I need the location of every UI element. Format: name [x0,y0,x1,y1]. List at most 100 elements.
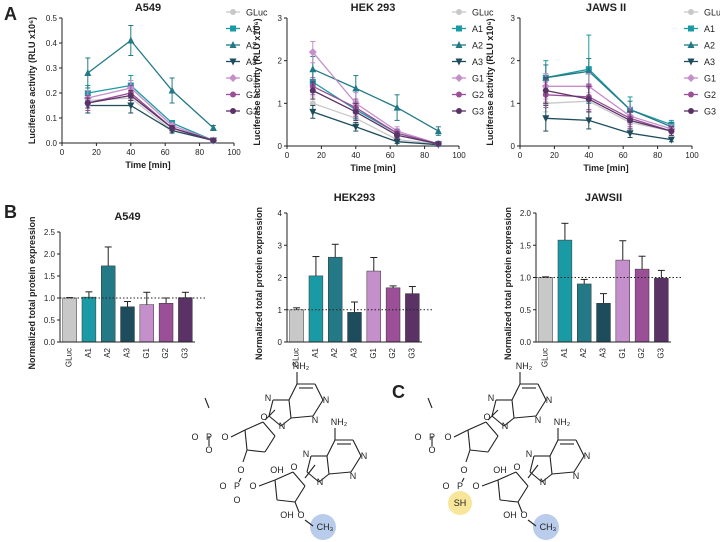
legend-label: A3 [704,57,715,67]
p-label: P [206,432,212,442]
legend-marker [455,58,463,66]
oh-label: OH [493,465,507,475]
o-label: O [444,432,451,442]
line-chart-0: A549 0.0 0.1 0.2 0.3 0.4 0.5 0 20 40 60 80 100 Time [… [27,2,268,170]
bond [465,449,471,463]
y-tick-label: 1 [511,99,516,108]
data-point [585,96,592,103]
data-point [626,130,634,138]
y-tick-label: 2 [278,274,283,283]
chart-title: JAWSII [585,192,622,204]
chart-title: JAWS II [586,2,626,14]
bar-A1 [308,275,324,343]
nh2-label: NH₂ [516,361,533,371]
bond [511,383,521,401]
bond [306,471,320,483]
p-label: P [457,481,463,491]
bar-G3 [178,297,193,343]
series-line [312,51,439,145]
bond [264,435,276,453]
bond [467,421,487,431]
legend-marker [456,9,462,15]
bond [427,397,433,409]
series-line [545,68,672,126]
series-G1: G1 [541,72,716,134]
category-label: A1 [560,347,569,357]
n-label: N [540,477,547,487]
y-tick-label: 0.0 [46,139,58,148]
category-label: A1 [84,347,93,357]
n-label: N [350,471,357,481]
bond [274,471,294,481]
o-label: O [297,510,304,520]
data-point [542,115,550,123]
n-label: N [323,395,330,405]
y-axis-label: Normalized total protein expression [503,207,513,360]
data-point [84,69,92,76]
legend-label: GLuc [704,8,720,18]
category-label: A3 [599,347,608,357]
series-line [312,102,439,145]
data-point [209,124,217,131]
bond [515,471,529,487]
bond [350,455,362,473]
series-A3: A3 [309,57,483,149]
category-label: A1 [311,347,320,357]
bond [487,409,499,421]
sh-label: SH [454,498,467,508]
legend-label: A2 [472,41,483,51]
bond [268,399,274,417]
p-label: P [429,432,435,442]
legend-label: G1 [246,74,258,84]
bar-GLuc [62,297,77,343]
y-tick-label: 0.5 [46,14,58,23]
legend-marker [688,25,694,32]
bond [244,429,248,451]
x-tick-label: 0 [60,148,65,157]
category-label: G3 [180,347,189,358]
chart-title: HEK293 [334,192,376,204]
data-point [127,92,134,99]
o-label: O [414,432,421,442]
legend-marker [230,91,236,98]
legend-label: G2 [472,90,484,100]
x-tick-label: 80 [653,151,662,160]
bar-G3 [654,277,669,343]
category-label: GLuc [292,348,301,367]
bond [288,399,292,419]
category-label: G1 [618,347,627,358]
bond [513,415,537,419]
category-label: G2 [161,347,170,358]
bond [575,439,585,457]
x-tick-label: 20 [550,151,559,160]
p-label: P [234,481,240,491]
category-label: GLuc [541,348,550,367]
legend-label: G3 [246,107,258,117]
bar-G1 [615,259,630,343]
chart-title: A549 [114,211,140,223]
o-label: O [460,465,467,475]
x-axis-label: Time [min] [125,160,170,170]
data-point [393,138,401,146]
y-tick-label: 0.4 [46,39,58,48]
n-label: N [317,477,324,487]
legend-label: A2 [704,41,715,51]
bond [230,429,246,438]
data-point [84,100,91,106]
series-A2: A2 [309,41,483,136]
bond [314,383,324,401]
data-point [393,103,401,111]
bar-A1 [557,239,573,343]
y-tick-label: 1.5 [44,272,56,281]
x-tick-label: 80 [420,151,429,160]
n-label: N [279,421,286,431]
data-point [127,36,135,44]
y-tick-label: 3 [278,14,283,23]
data-point [210,137,217,144]
bond [467,429,471,451]
series-line [545,100,672,132]
y-tick-label: 0.0 [520,338,532,347]
n-label: N [488,393,495,403]
nh2-label: NH₂ [293,361,310,371]
